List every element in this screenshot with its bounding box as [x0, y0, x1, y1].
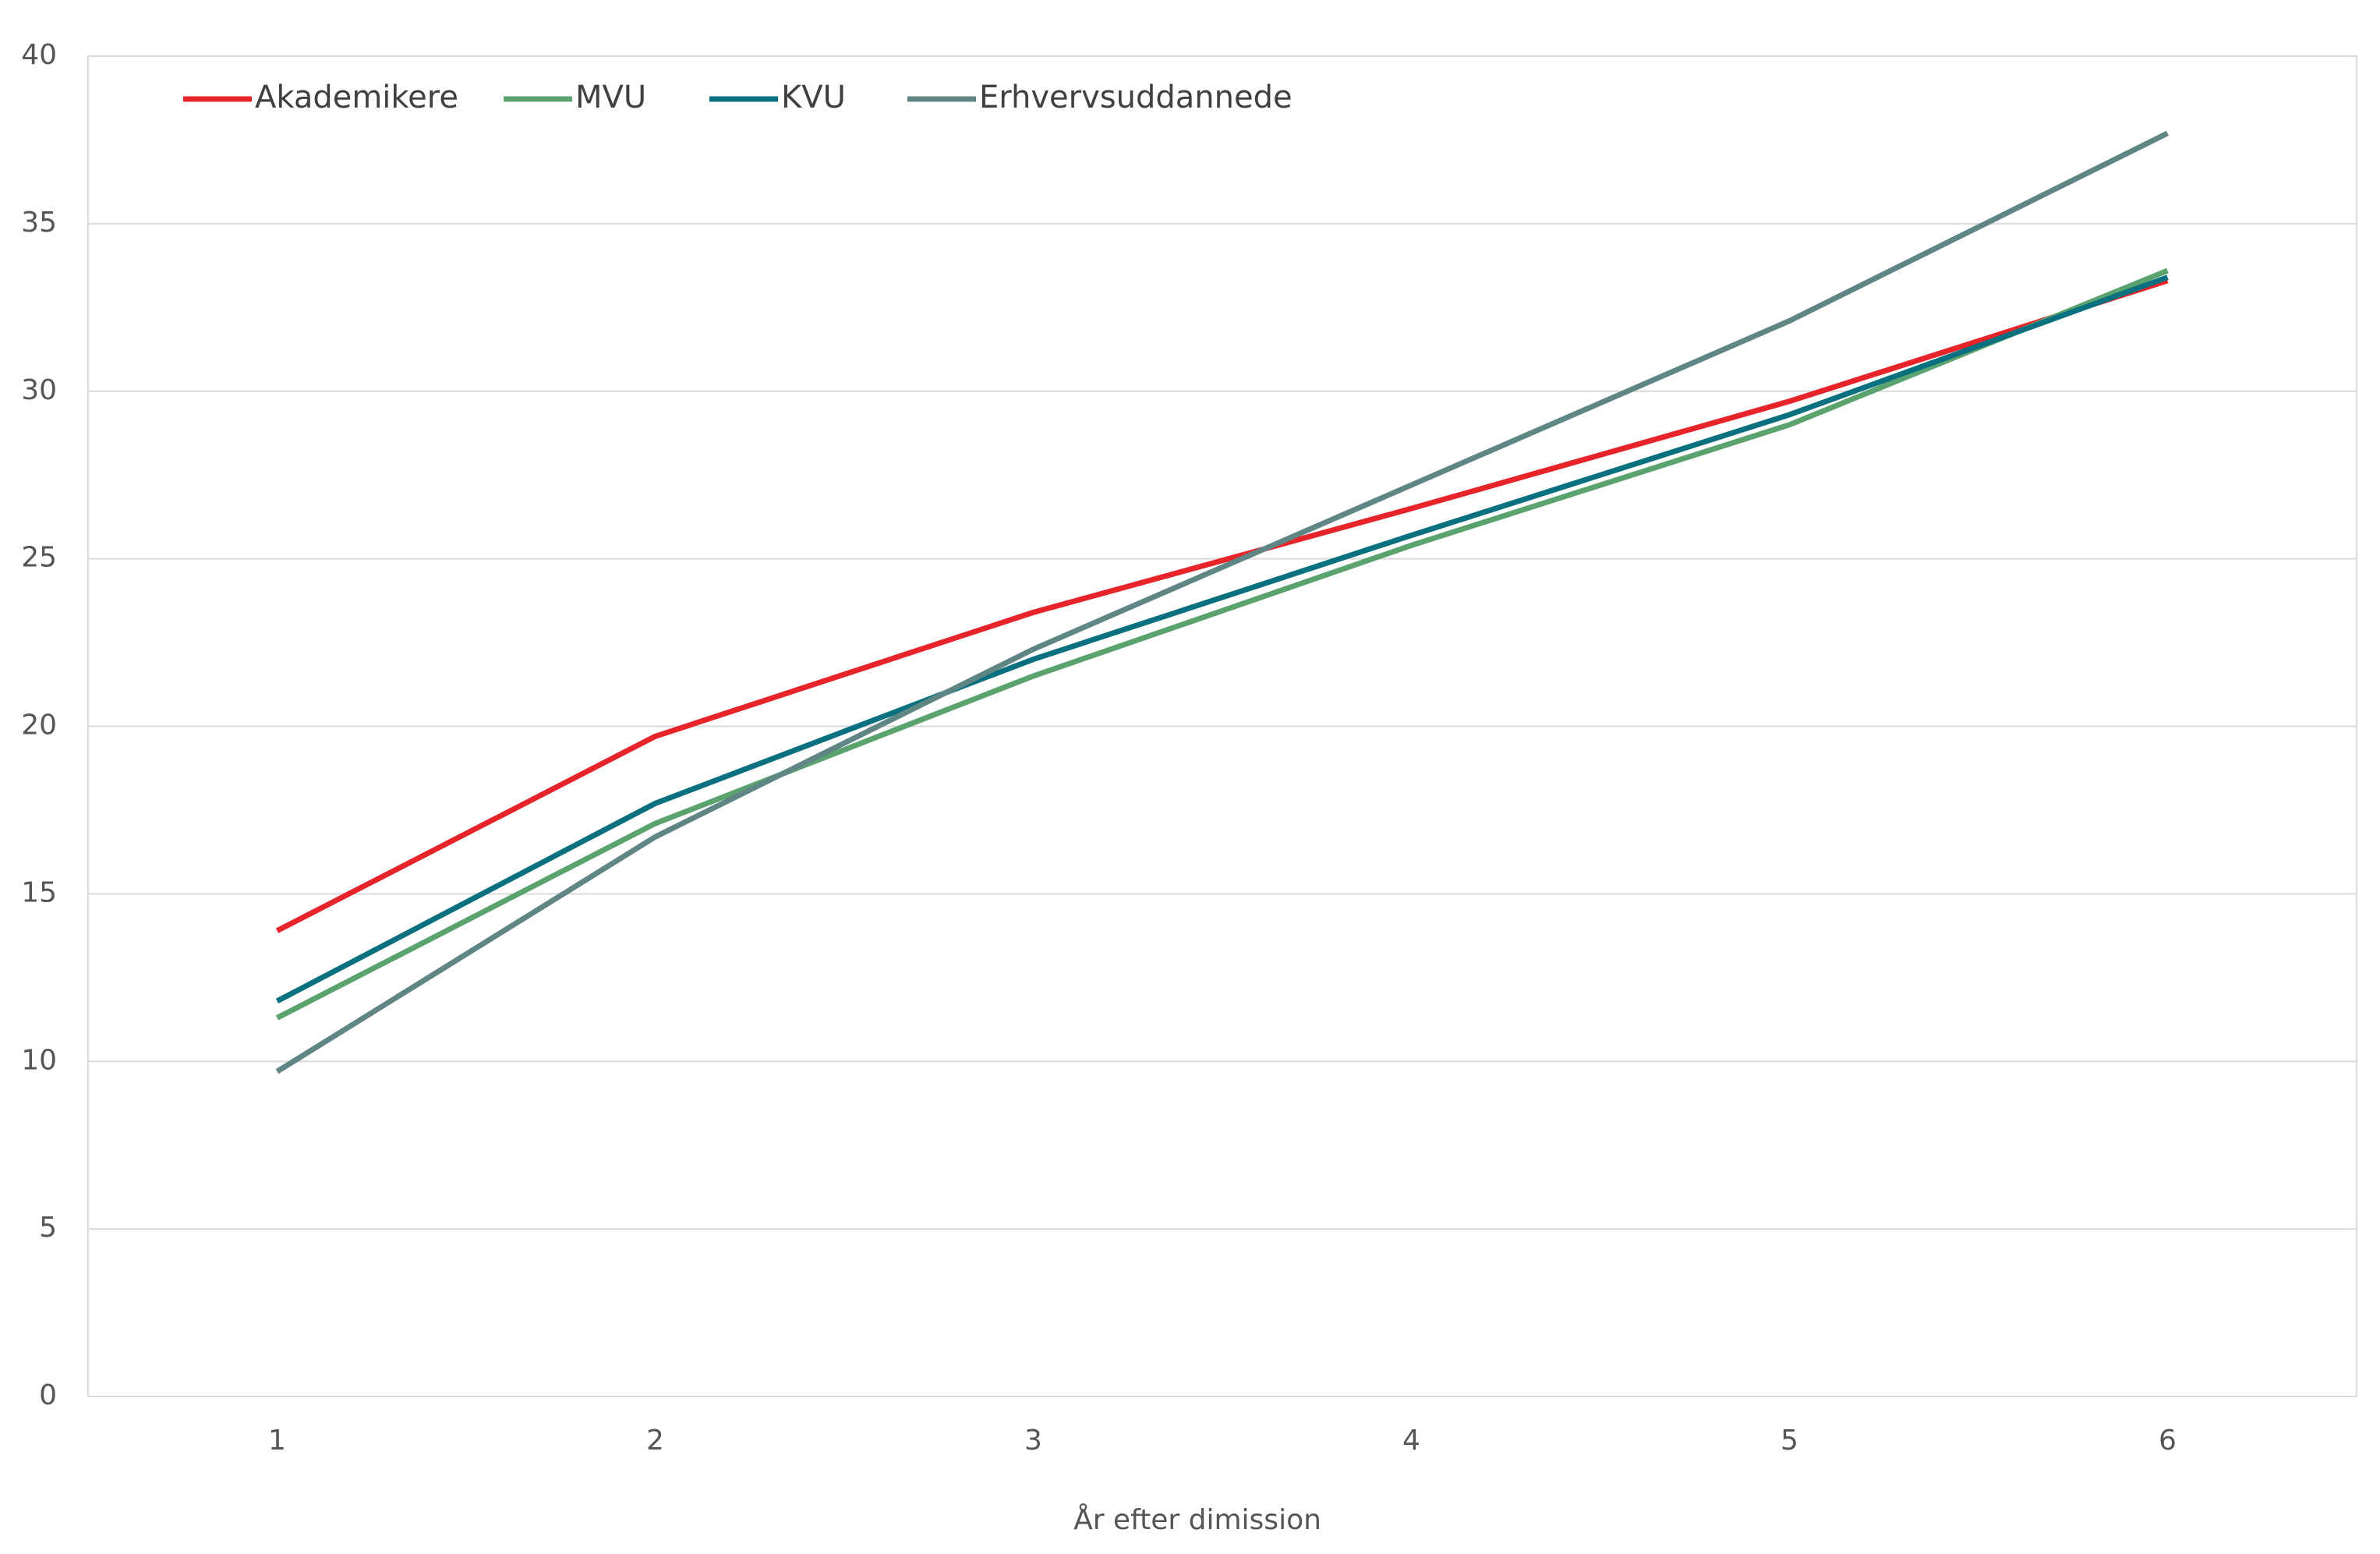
- x-tick-label: 5: [1781, 1425, 1798, 1457]
- y-tick-label: 10: [21, 1044, 57, 1076]
- y-tick-label: 30: [21, 374, 57, 406]
- series-line: [275, 267, 2169, 1021]
- legend-text: MVU: [575, 80, 646, 115]
- series-line: [275, 278, 2169, 933]
- y-tick-label: 5: [39, 1212, 57, 1244]
- y-tick-label: 35: [21, 207, 57, 239]
- series-line: [275, 274, 2169, 1004]
- x-tick-label: 4: [1402, 1425, 1420, 1457]
- y-tick-label: 25: [21, 542, 57, 574]
- legend-text: Erhvervsuddannede: [979, 80, 1293, 115]
- series-line: [275, 130, 2170, 1074]
- x-axis-title: År efter dimission: [1073, 1503, 1321, 1536]
- x-tick-label: 3: [1024, 1425, 1042, 1457]
- legend-text: Akademikere: [255, 80, 458, 115]
- x-tick-label: 1: [268, 1425, 286, 1457]
- x-tick-label: 6: [2159, 1425, 2177, 1457]
- y-tick-label: 40: [21, 39, 57, 71]
- x-tick-label: 2: [646, 1425, 664, 1457]
- legend-text: KVU: [781, 80, 846, 115]
- y-tick-label: 20: [21, 710, 57, 742]
- y-tick-label: 0: [39, 1379, 57, 1411]
- y-tick-label: 15: [21, 876, 57, 908]
